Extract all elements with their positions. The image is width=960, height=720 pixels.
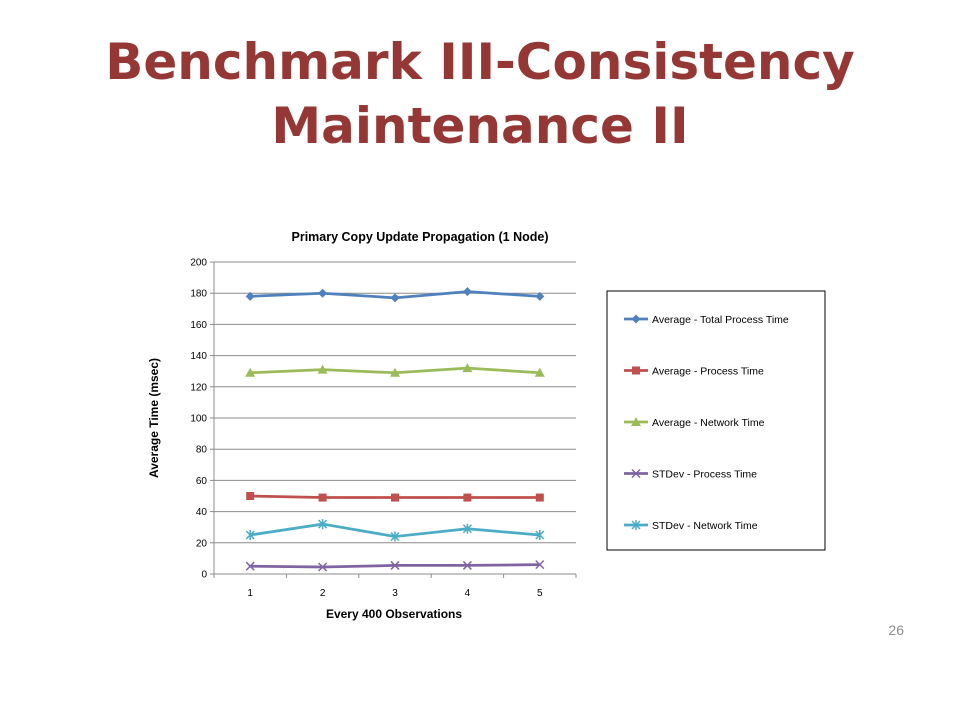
data-point	[535, 560, 545, 570]
legend-label: Average - Total Process Time	[652, 314, 789, 326]
data-point	[535, 530, 545, 540]
legend-swatch-marker	[631, 468, 641, 479]
legend-label: STDev - Process Time	[652, 469, 757, 481]
chart-legend: Average - Total Process Time Average - Pr…	[624, 314, 789, 532]
data-point	[534, 367, 545, 377]
legend-label: STDev - Network Time	[652, 520, 758, 532]
data-point	[317, 364, 328, 374]
slide-title: Benchmark III-Consistency Maintenance II	[80, 30, 880, 158]
data-point	[463, 493, 472, 502]
series-4	[245, 560, 545, 572]
y-tick-label: 100	[190, 414, 207, 425]
series-5	[245, 519, 545, 542]
legend-label: Average - Network Time	[652, 417, 765, 429]
data-point	[462, 363, 473, 373]
data-point	[390, 293, 400, 303]
y-tick-label: 20	[196, 538, 208, 549]
x-tick-label: 3	[392, 588, 398, 599]
legend-entry: Average - Total Process Time	[624, 314, 789, 326]
data-point	[318, 288, 328, 298]
data-point	[535, 493, 544, 502]
y-tick-label: 80	[196, 445, 208, 456]
chart-gridlines	[210, 261, 577, 578]
legend-swatch-marker	[632, 366, 640, 375]
slide-title-line1: Benchmark III-Consistency	[105, 33, 855, 91]
data-point	[391, 493, 399, 502]
y-tick-label: 160	[190, 320, 207, 331]
series-1	[245, 287, 545, 303]
y-tick-label: 200	[190, 258, 207, 269]
chart-title: Primary Copy Update Propagation (1 Node)	[292, 230, 549, 244]
series-3	[245, 363, 545, 377]
x-axis-ticks: 1 2 3 4 5	[247, 588, 543, 599]
chart-series	[245, 287, 545, 572]
data-point	[245, 291, 255, 301]
legend-swatch-marker	[631, 314, 641, 324]
x-tick-label: 1	[247, 588, 253, 599]
y-tick-label: 120	[190, 382, 207, 393]
page-number: 26	[888, 622, 904, 638]
x-tick-label: 4	[465, 588, 471, 599]
data-point	[390, 560, 400, 570]
data-point	[318, 562, 328, 572]
y-tick-label: 140	[190, 351, 207, 362]
x-axis-title: Every 400 Observations	[326, 607, 462, 621]
data-point	[535, 291, 545, 301]
data-point	[318, 493, 327, 502]
slide-title-line2: Maintenance II	[271, 97, 689, 155]
legend-swatch-marker	[631, 417, 641, 426]
data-point	[318, 519, 328, 530]
y-tick-label: 40	[196, 507, 208, 518]
legend-label: Average - Process Time	[652, 366, 764, 378]
y-tick-label: 60	[196, 476, 208, 487]
x-tick-label: 5	[537, 588, 543, 599]
data-point	[245, 530, 255, 540]
data-point	[390, 367, 400, 377]
legend-entry: Average - Network Time	[624, 417, 765, 429]
y-tick-label: 0	[201, 570, 207, 581]
y-axis-title: Average Time (msec)	[147, 358, 161, 478]
y-axis-ticks: 0 20 40 60 80 100 120 140 160 180 200	[190, 258, 207, 581]
x-tick-label: 2	[320, 588, 326, 599]
data-point	[462, 523, 472, 534]
legend-entry: STDev - Network Time	[624, 520, 758, 532]
legend-swatch-marker	[631, 520, 641, 530]
series-2	[246, 492, 544, 502]
data-point	[245, 561, 255, 571]
legend-entry: STDev - Process Time	[624, 469, 757, 481]
data-point	[246, 492, 255, 500]
data-point	[462, 287, 472, 297]
legend-box	[606, 290, 826, 551]
data-point	[462, 560, 472, 570]
legend-entry: Average - Process Time	[624, 366, 764, 378]
data-point	[390, 531, 400, 542]
data-point	[245, 367, 256, 377]
y-tick-label: 180	[190, 289, 207, 300]
